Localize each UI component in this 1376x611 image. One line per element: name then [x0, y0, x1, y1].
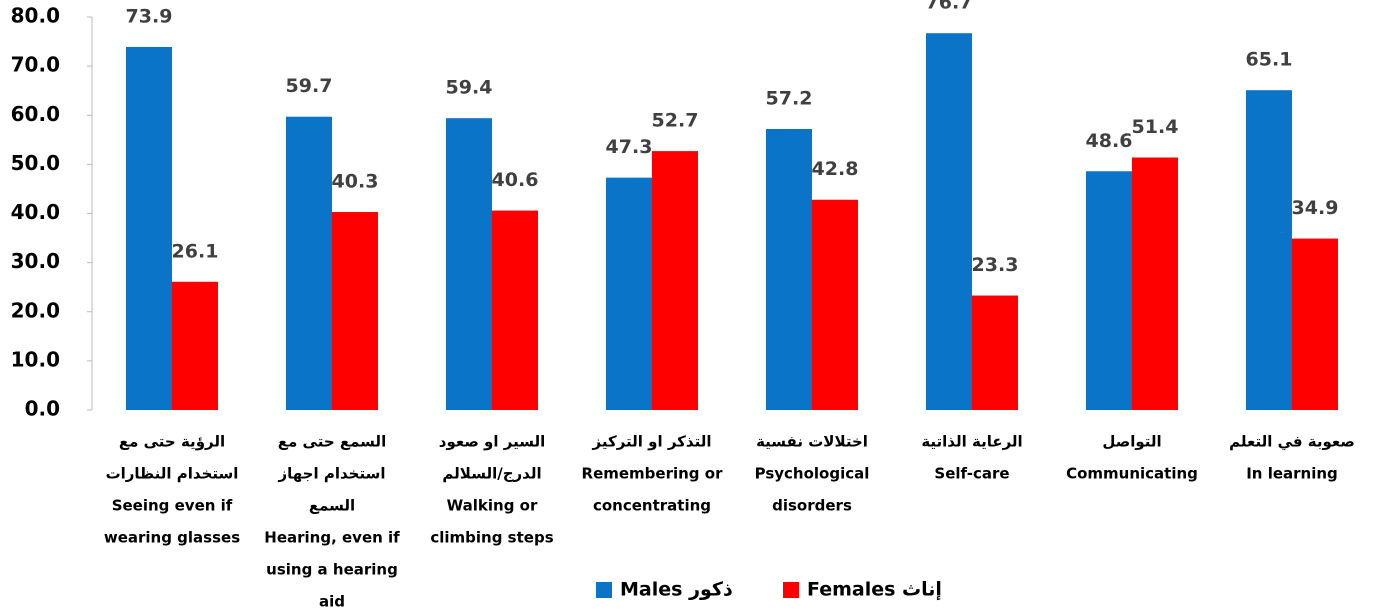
bar	[1086, 171, 1132, 410]
x-tick-label: صعوبة في التعلم	[1229, 433, 1355, 451]
x-tick-label: التواصل	[1102, 433, 1161, 451]
x-tick-label: استخدام اجهاز	[278, 465, 386, 483]
bar	[812, 199, 858, 410]
legend-swatch	[783, 582, 799, 598]
x-tick-label: Remembering or	[582, 465, 724, 483]
legend-swatch	[596, 582, 612, 598]
value-label: 51.4	[1132, 116, 1179, 138]
value-label: 59.4	[446, 77, 493, 99]
x-tick-label: concentrating	[593, 497, 711, 515]
bar	[1246, 90, 1292, 410]
bar	[606, 177, 652, 410]
value-label: 34.9	[1292, 197, 1339, 219]
bar	[286, 116, 332, 410]
value-label: 59.7	[286, 75, 333, 97]
x-tick-label: Seeing even if	[112, 497, 233, 515]
x-tick-label: Walking or	[447, 497, 538, 515]
y-tick-label: 10.0	[11, 347, 60, 371]
value-label: 57.2	[766, 88, 813, 110]
x-tick-label: Communicating	[1066, 465, 1198, 483]
bar	[126, 46, 172, 411]
bar	[1292, 238, 1338, 410]
value-label: 47.3	[606, 136, 653, 158]
value-label: 40.6	[492, 169, 539, 191]
value-label: 73.9	[126, 5, 173, 27]
y-tick-label: 30.0	[11, 249, 60, 273]
y-tick-label: 40.0	[11, 200, 60, 224]
bar	[492, 210, 538, 410]
y-tick-label: 70.0	[11, 53, 60, 77]
bar	[1132, 157, 1178, 410]
x-tick-label: Hearing, even if	[264, 529, 400, 547]
value-label: 48.6	[1086, 130, 1133, 152]
x-tick-label: الدرج/السلالم	[442, 465, 541, 483]
x-tick-label: using a hearing	[266, 561, 398, 579]
y-tick-label: 50.0	[11, 151, 60, 175]
x-tick-label: السمع	[309, 497, 355, 515]
bar	[446, 118, 492, 410]
y-tick-label: 20.0	[11, 298, 60, 322]
y-tick-label: 80.0	[11, 4, 60, 28]
bar	[652, 151, 698, 410]
x-tick-label: السمع حتى مع	[278, 433, 386, 451]
x-tick-label: الرعاية الذاتية	[921, 433, 1022, 451]
x-tick-label: Self-care	[934, 465, 1009, 483]
y-tick-label: 60.0	[11, 102, 60, 126]
x-tick-label: aid	[319, 593, 345, 611]
legend-label: Females إناث	[807, 579, 942, 601]
x-tick-label: climbing steps	[430, 529, 553, 547]
bar	[926, 33, 972, 411]
x-tick-label: اختلالات نفسية	[756, 433, 868, 451]
x-tick-label: In learning	[1246, 465, 1338, 483]
x-tick-label: wearing glasses	[104, 529, 240, 547]
x-tick-label: الرؤية حتى مع	[119, 433, 225, 451]
x-tick-label: السير او صعود	[439, 433, 545, 451]
value-label: 42.8	[812, 158, 859, 180]
y-tick-label: 0.0	[25, 397, 60, 421]
bar	[766, 129, 812, 410]
legend-label: Males ذكور	[620, 579, 733, 601]
bar	[172, 281, 218, 410]
value-label: 26.1	[172, 240, 219, 262]
x-tick-label: disorders	[772, 497, 852, 515]
value-label: 23.3	[972, 254, 1019, 276]
bar	[332, 212, 378, 410]
value-label: 40.3	[332, 171, 379, 193]
value-label: 76.7	[926, 0, 973, 14]
value-label: 65.1	[1246, 49, 1293, 71]
x-tick-label: التذكر او التركيز	[592, 433, 712, 451]
value-label: 52.7	[652, 110, 699, 132]
x-tick-label: Psychological	[755, 465, 870, 483]
bar	[972, 295, 1018, 410]
x-tick-label: استخدام النظارات	[106, 465, 239, 483]
